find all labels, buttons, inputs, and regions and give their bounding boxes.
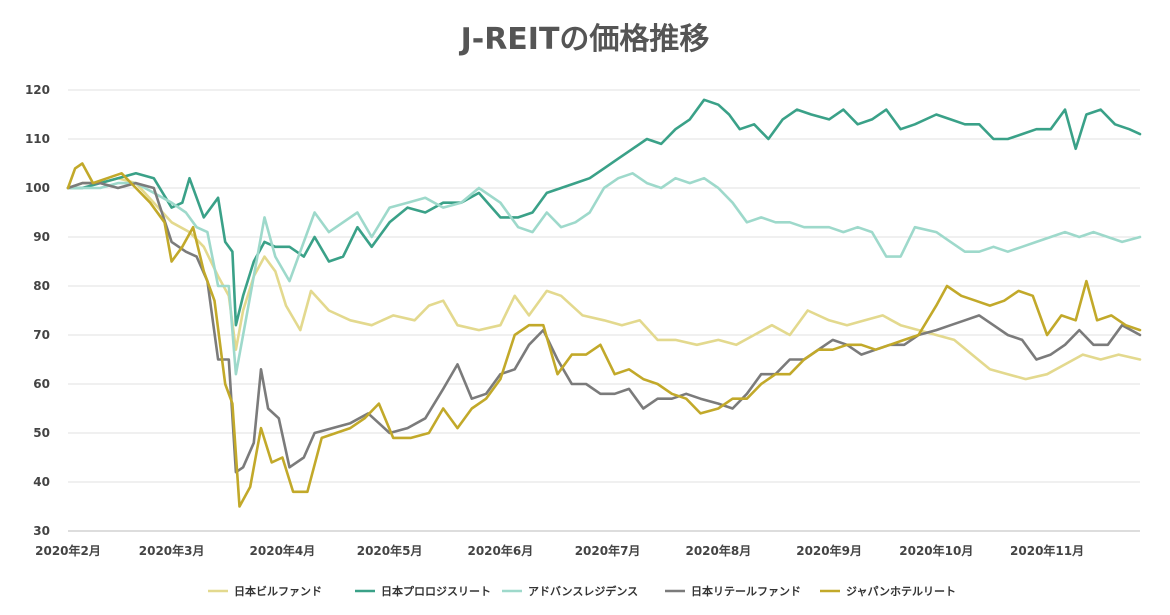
y-tick-label: 80	[33, 279, 50, 293]
y-tick-label: 70	[33, 328, 50, 342]
axis-ticks: 30 40 50 60 70 80 90 100 110 120 2020年2月 2020年3月 202…	[25, 83, 1084, 558]
y-tick-label: 30	[33, 524, 50, 538]
legend-label: ジャパンホテルリート	[846, 585, 956, 598]
series-line-5	[66, 162, 1142, 508]
series-lines	[66, 98, 1142, 508]
y-tick-label: 60	[33, 377, 50, 391]
series-line-2	[66, 98, 1142, 327]
series-line-4	[66, 181, 1142, 474]
y-tick-label: 120	[25, 83, 50, 97]
legend: 日本ビルファンド 日本プロロジスリート アドバンスレジデンス 日本リテールファンド ジャ…	[208, 584, 956, 598]
legend-label: アドバンスレジデンス	[528, 584, 638, 598]
x-tick-label: 2020年2月	[35, 543, 101, 558]
series-line-1	[66, 176, 1142, 381]
legend-label: 日本リテールファンド	[691, 584, 801, 598]
x-tick-label: 2020年4月	[250, 543, 316, 558]
x-tick-label: 2020年9月	[796, 543, 862, 558]
x-tick-label: 2020年5月	[357, 543, 423, 558]
x-tick-label: 2020年11月	[1010, 543, 1084, 558]
x-tick-label: 2020年7月	[575, 543, 641, 558]
x-tick-label: 2020年8月	[685, 543, 751, 558]
y-tick-label: 110	[25, 132, 50, 146]
y-tick-label: 100	[25, 181, 50, 195]
y-tick-label: 50	[33, 426, 50, 440]
gridlines	[68, 89, 1140, 532]
x-tick-label: 2020年10月	[899, 543, 973, 558]
y-tick-label: 40	[33, 475, 50, 489]
chart-title: J-REITの価格推移	[460, 22, 710, 57]
legend-label: 日本プロロジスリート	[381, 584, 491, 598]
series-line-3	[66, 172, 1142, 376]
x-tick-label: 2020年6月	[467, 543, 533, 558]
y-tick-label: 90	[33, 230, 50, 244]
x-tick-label: 2020年3月	[139, 543, 205, 558]
legend-label: 日本ビルファンド	[234, 584, 322, 598]
